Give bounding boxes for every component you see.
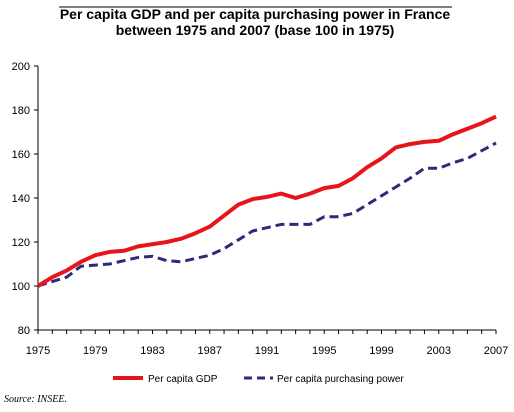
x-tick-label: 1995 bbox=[312, 345, 336, 357]
legend-label-purchasing-power: Per capita purchasing power bbox=[277, 374, 404, 385]
axes: 80 100 120 140 160 180 200 1975 1979 1983 1987 1991… bbox=[12, 61, 509, 357]
y-tick-label: 80 bbox=[18, 325, 30, 337]
y-tick-label: 180 bbox=[12, 105, 30, 117]
x-tick-label: 1991 bbox=[255, 345, 279, 357]
chart-title-line-1: Per capita GDP and per capita purchasing… bbox=[60, 6, 451, 22]
x-tick-label: 1999 bbox=[369, 345, 393, 357]
x-tick-label: 1979 bbox=[83, 345, 107, 357]
x-tick-label: 2003 bbox=[427, 345, 451, 357]
y-tick-label: 160 bbox=[12, 149, 30, 161]
chart-title: Per capita GDP and per capita purchasing… bbox=[60, 6, 451, 38]
y-tick-label: 120 bbox=[12, 237, 30, 249]
source-note: Source: INSEE. bbox=[4, 394, 67, 405]
series-line-gdp bbox=[36, 114, 497, 288]
x-tick-label: 1983 bbox=[140, 345, 164, 357]
y-tick-label: 100 bbox=[12, 281, 30, 293]
series-layer bbox=[36, 114, 497, 288]
x-tick-label: 1975 bbox=[26, 345, 50, 357]
y-tick-label: 200 bbox=[12, 61, 30, 73]
legend: Per capita GDP Per capita purchasing pow… bbox=[113, 374, 404, 385]
series-line-purchasing-power bbox=[37, 141, 497, 288]
chart-title-line-2: between 1975 and 2007 (base 100 in 1975) bbox=[116, 22, 395, 38]
y-tick-label: 140 bbox=[12, 193, 30, 205]
x-tick-label: 2007 bbox=[484, 345, 508, 357]
legend-label-gdp: Per capita GDP bbox=[148, 374, 218, 385]
x-tick-label: 1987 bbox=[198, 345, 222, 357]
